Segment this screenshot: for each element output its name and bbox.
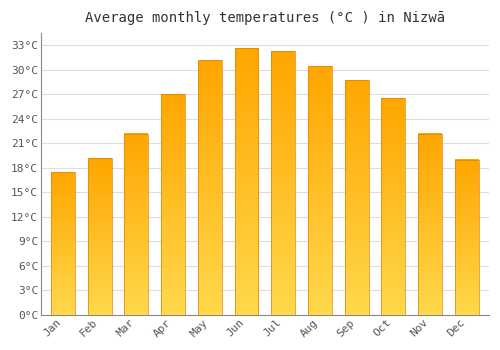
- Bar: [272, 51, 295, 315]
- Bar: [198, 60, 222, 315]
- Bar: [161, 94, 185, 315]
- Title: Average monthly temperatures (°C ) in Nizwā: Average monthly temperatures (°C ) in Ni…: [85, 11, 445, 25]
- Bar: [455, 160, 479, 315]
- Bar: [418, 134, 442, 315]
- Bar: [234, 48, 258, 315]
- Bar: [88, 158, 112, 315]
- Bar: [382, 98, 406, 315]
- Bar: [308, 66, 332, 315]
- Bar: [345, 80, 368, 315]
- Bar: [51, 172, 75, 315]
- Bar: [124, 134, 148, 315]
